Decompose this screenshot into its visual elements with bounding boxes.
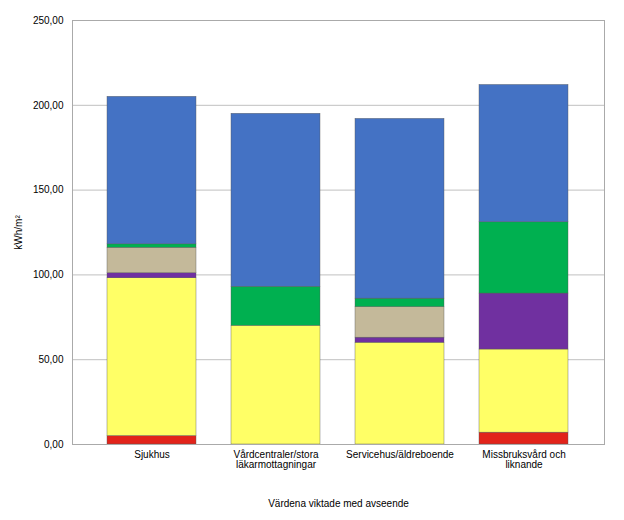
svg-text:0,00: 0,00: [44, 439, 64, 450]
svg-text:Missbruksvård ochliknande: Missbruksvård ochliknande: [482, 449, 565, 470]
svg-text:Vårdcentraler/storaläkarmottag: Vårdcentraler/storaläkarmottagningar: [233, 449, 318, 470]
svg-text:50,00: 50,00: [38, 354, 63, 365]
svg-text:Servicehus/äldreboende: Servicehus/äldreboende: [346, 449, 454, 460]
svg-text:Värdena viktade med avseende: Värdena viktade med avseende: [268, 498, 409, 509]
svg-text:100,00: 100,00: [33, 269, 64, 280]
svg-text:250,00: 250,00: [33, 15, 64, 26]
svg-text:150,00: 150,00: [33, 184, 64, 195]
svg-text:kWh/m²: kWh/m²: [13, 215, 24, 250]
svg-text:200,00: 200,00: [33, 100, 64, 111]
svg-text:Sjukhus: Sjukhus: [134, 449, 170, 460]
